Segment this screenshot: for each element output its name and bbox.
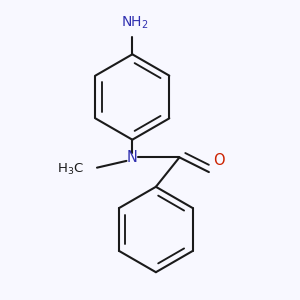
Text: N: N xyxy=(127,150,138,165)
Text: NH$_2$: NH$_2$ xyxy=(122,14,149,31)
Text: O: O xyxy=(213,153,225,168)
Text: H$_3$C: H$_3$C xyxy=(57,162,84,177)
